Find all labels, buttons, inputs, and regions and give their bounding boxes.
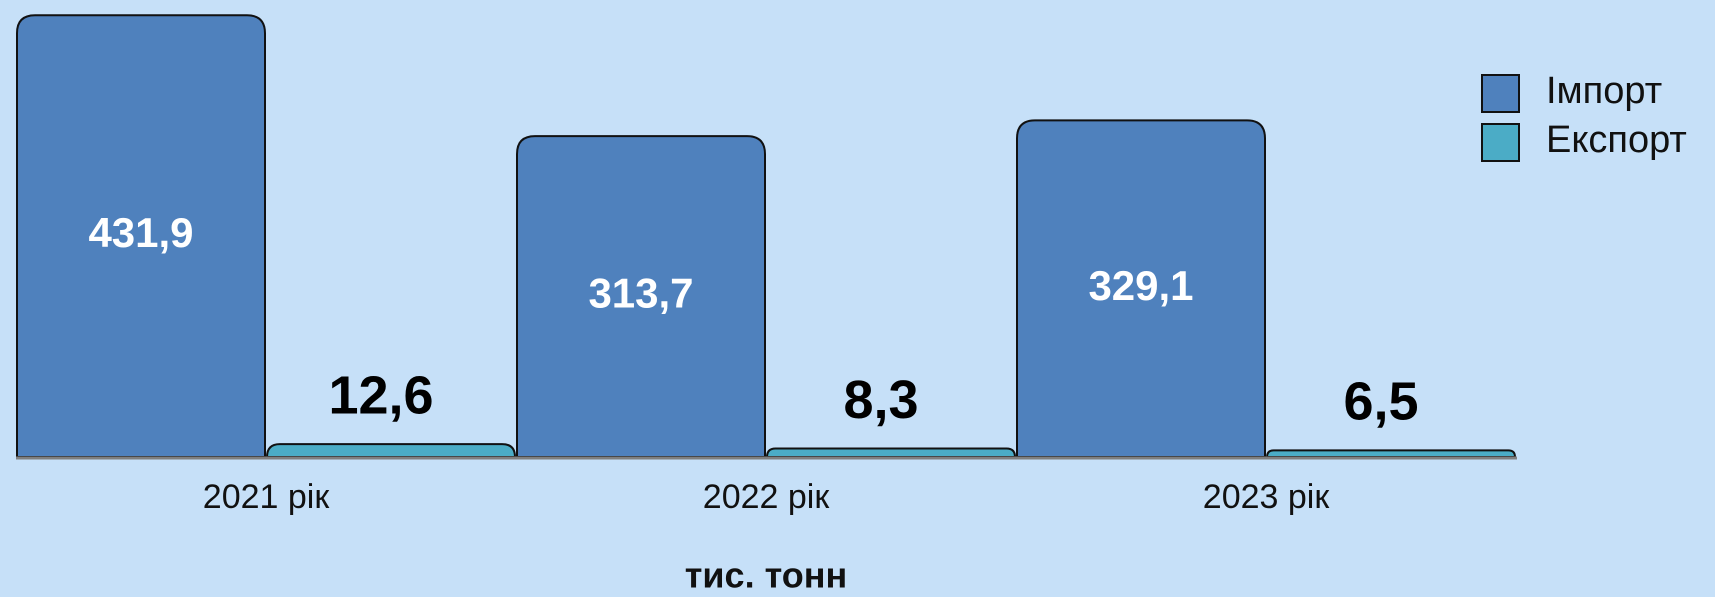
value-label: 313,7: [588, 270, 693, 317]
value-label: 329,1: [1088, 262, 1193, 309]
value-label: 8,3: [843, 370, 918, 430]
x-axis-title: тис. тонн: [685, 555, 847, 596]
value-label: 431,9: [88, 209, 193, 256]
bar: [765, 447, 1017, 458]
bar: [16, 14, 266, 458]
bar: [265, 443, 517, 458]
legend-label: Експорт: [1546, 119, 1687, 161]
x-tick-label: 2023 рік: [1203, 478, 1331, 516]
bar: [1016, 119, 1266, 458]
legend-swatch: [1481, 74, 1520, 113]
value-label: 6,5: [1343, 372, 1418, 432]
bar: [516, 135, 766, 458]
x-tick-label: 2021 рік: [203, 478, 331, 516]
x-tick-label: 2022 рік: [703, 478, 831, 516]
legend-swatch: [1481, 123, 1520, 162]
bar: [1265, 449, 1517, 458]
value-label: 12,6: [328, 365, 433, 425]
legend-label: Імпорт: [1546, 70, 1662, 112]
